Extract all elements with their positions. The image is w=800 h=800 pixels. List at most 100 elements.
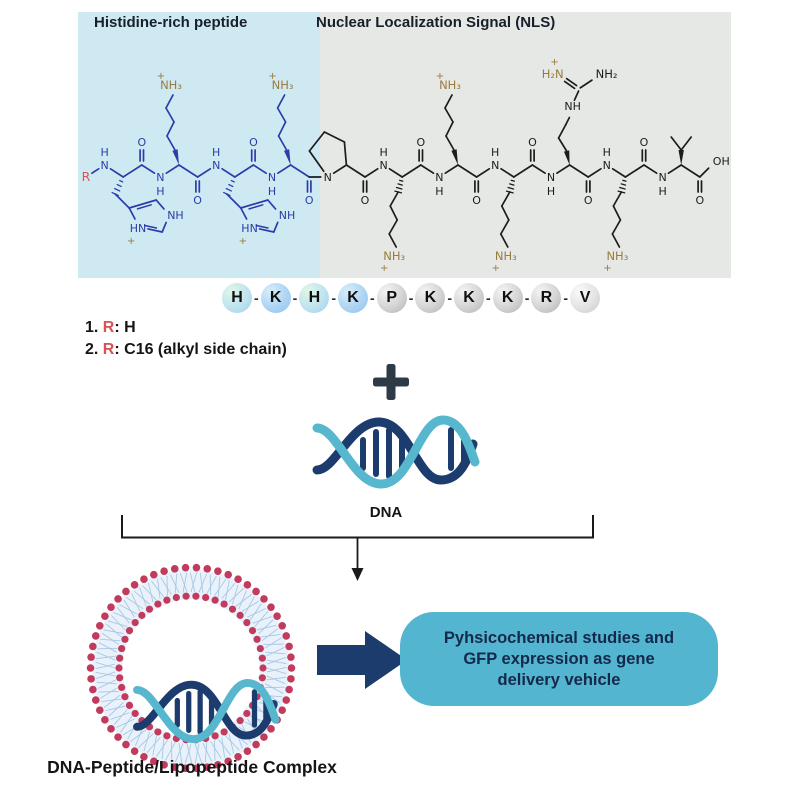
ammonium-label: NH₃: [272, 78, 294, 92]
ammonium-label: NH₃: [383, 249, 405, 263]
amide-h-label: H: [435, 185, 443, 198]
note-text: : C16 (alkyl side chain): [114, 341, 287, 358]
sequence-bond: -: [254, 290, 259, 306]
carbonyl-o-label: O: [472, 194, 481, 207]
sequence-residue: H: [222, 283, 252, 313]
amide-h-label: H: [658, 185, 666, 198]
charge-label: +: [157, 71, 165, 82]
sequence-residue: K: [338, 283, 369, 313]
charge-label: +: [239, 236, 247, 247]
peptide-sequence: H-K-H-K-P-K-K-K-R-V: [222, 283, 601, 313]
sequence-bond: -: [408, 290, 414, 306]
results-box-line: GFP expression as gene: [463, 649, 655, 668]
amide-h-label: H: [491, 146, 499, 159]
arg-nh-label: NH: [564, 100, 581, 113]
note-line: 1. R: H: [85, 317, 287, 339]
amide-h-label: H: [603, 146, 611, 159]
sequence-bond: -: [486, 290, 491, 306]
carbonyl-o-label: O: [305, 194, 314, 207]
plus-icon: [373, 364, 409, 400]
amide-n-label: N: [156, 171, 164, 184]
charge-label: +: [550, 57, 558, 68]
charge-label: +: [492, 263, 500, 274]
sequence-residue: K: [492, 283, 523, 313]
imidazole-nh-label: NH: [167, 209, 184, 222]
guanidinium-nh2-label: NH₂: [596, 67, 618, 81]
sequence-bond: -: [447, 290, 453, 306]
sequence-bond: -: [524, 290, 530, 306]
note-text: : H: [114, 319, 136, 336]
charge-label: +: [127, 236, 135, 247]
sequence-residue: H: [299, 283, 330, 313]
dna-helix-icon: [317, 410, 479, 494]
sequence-residue: R: [531, 283, 562, 313]
amide-n-label: N: [212, 159, 220, 172]
amide-n-label: N: [491, 159, 499, 172]
sequence-bond: -: [331, 290, 337, 306]
r-group-symbol: R: [102, 319, 115, 336]
carbonyl-o-label: O: [584, 194, 593, 207]
guanidinium-h2n-label: H₂N: [542, 67, 564, 81]
liposome-icon: [86, 563, 296, 773]
carbonyl-o-label: O: [361, 194, 370, 207]
sequence-residue: K: [260, 283, 291, 313]
imidazole-nh-label: NH: [279, 209, 296, 222]
charge-label: +: [603, 263, 611, 274]
note-line: 2. R: C16 (alkyl side chain): [85, 339, 287, 361]
sequence-residue: P: [376, 283, 407, 313]
carbonyl-o-label: O: [695, 194, 704, 207]
amide-h-label: H: [268, 185, 276, 198]
amide-n-label: N: [547, 171, 555, 184]
histidine-panel: [78, 12, 320, 278]
sequence-residue: V: [570, 283, 601, 313]
imidazole-hn-label: HN: [241, 222, 257, 235]
amide-h-label: H: [379, 146, 387, 159]
histidine-panel-header: Histidine-rich peptide: [94, 14, 248, 31]
amide-n-label: N: [658, 171, 666, 184]
results-box: Pyhsicochemical studies and GFP expressi…: [400, 612, 718, 706]
amide-n-label: N: [435, 171, 443, 184]
ammonium-label: NH₃: [606, 249, 628, 263]
right-arrow-icon: [317, 631, 407, 689]
results-box-line: delivery vehicle: [497, 670, 621, 689]
carbonyl-o-label: O: [416, 136, 425, 149]
sequence-bond: -: [292, 290, 298, 306]
results-box-line: Pyhsicochemical studies and: [443, 628, 675, 647]
amide-n-label: N: [603, 159, 611, 172]
amide-n-label: N: [379, 159, 387, 172]
hydroxyl-label: OH: [713, 155, 730, 168]
peptide-structure-drawing: RNHNHHN+ONHNH₃+ONHNHHN+ONHNH₃+ONONHNH₃+O…: [82, 57, 730, 274]
ammonium-label: NH₃: [495, 249, 517, 263]
charge-label: +: [436, 71, 444, 82]
r-group-notes: 1. R: H 2. R: C16 (alkyl side chain): [85, 317, 287, 361]
charge-label: +: [380, 263, 388, 274]
amide-h-label: H: [100, 146, 108, 159]
imidazole-hn-label: HN: [130, 222, 147, 235]
sequence-residue: K: [415, 283, 446, 313]
amide-h-label: H: [156, 185, 164, 198]
charge-label: +: [268, 71, 276, 82]
sequence-bond: -: [563, 290, 569, 306]
amide-h-label: H: [547, 185, 555, 198]
amide-h-label: H: [212, 146, 220, 159]
down-arrow: [351, 537, 364, 581]
note-number: 1.: [85, 319, 99, 336]
amide-n-label: N: [268, 171, 276, 184]
amide-n-label: N: [324, 171, 332, 184]
amide-n-label: N: [100, 159, 108, 172]
combine-bracket: [121, 515, 594, 581]
nls-panel-header: Nuclear Localization Signal (NLS): [316, 14, 556, 31]
peptide-structure: RNHNHHN+ONHNH₃+ONHNHHN+ONHNH₃+ONONHNH₃+O…: [82, 57, 730, 274]
note-number: 2.: [85, 341, 99, 358]
ammonium-label: NH₃: [160, 78, 182, 92]
dna-label: DNA: [369, 504, 403, 521]
carbonyl-o-label: O: [640, 136, 649, 149]
r-group-symbol: R: [102, 341, 115, 358]
carbonyl-o-label: O: [193, 194, 202, 207]
carbonyl-o-label: O: [137, 136, 146, 149]
sequence-bond: -: [370, 290, 375, 306]
carbonyl-o-label: O: [249, 136, 258, 149]
ammonium-label: NH₃: [439, 78, 461, 92]
complex-label: DNA-Peptide/Lipopeptide Complex: [47, 757, 337, 777]
